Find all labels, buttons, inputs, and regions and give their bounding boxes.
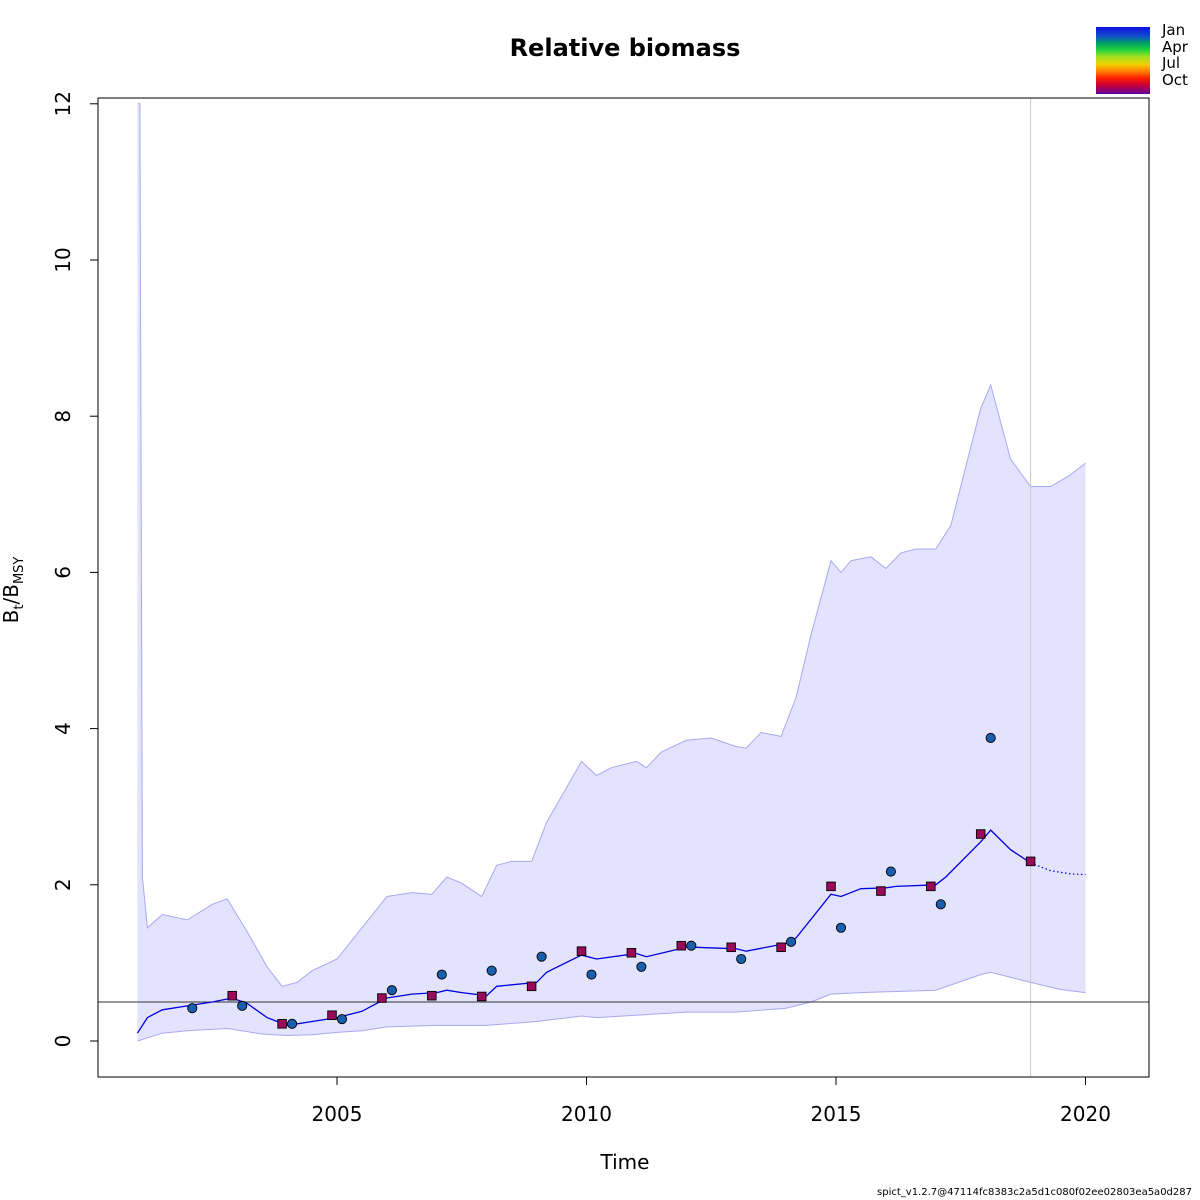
index-square-point xyxy=(576,946,587,956)
y-tick-label: 2 xyxy=(51,878,75,891)
index-square-point xyxy=(975,829,986,839)
index-square-point xyxy=(1025,856,1036,867)
index-square-point xyxy=(277,1019,287,1029)
index-square-point xyxy=(427,990,437,1001)
x-tick-label: 2010 xyxy=(561,1102,612,1126)
index-square-point xyxy=(826,881,836,892)
index-square-point xyxy=(876,886,886,896)
index-circle-point xyxy=(736,953,747,965)
index-square-point xyxy=(726,942,736,953)
y-tick-label: 6 xyxy=(51,566,75,579)
index-circle-point xyxy=(436,969,447,980)
y-tick-label: 4 xyxy=(51,722,75,735)
index-square-point xyxy=(227,990,237,1001)
index-circle-point xyxy=(835,922,847,933)
index-square-point xyxy=(526,981,537,992)
y-axis-label: Bt/BMSY xyxy=(0,556,27,624)
index-circle-point xyxy=(287,1018,298,1029)
index-circle-point xyxy=(486,965,497,976)
y-tick-label: 0 xyxy=(51,1035,75,1048)
index-square-point xyxy=(926,881,936,892)
y-tick-label: 10 xyxy=(51,247,75,272)
ci-lower-line xyxy=(137,971,1086,1042)
x-tick-label: 2020 xyxy=(1060,1102,1111,1126)
legend-label-jan: Jan xyxy=(1162,21,1186,39)
y-tick-label: 12 xyxy=(51,91,75,116)
legend-label-oct: Oct xyxy=(1162,71,1188,89)
index-circle-point xyxy=(386,985,397,996)
legend-color-bar xyxy=(1096,27,1150,94)
index-square-point xyxy=(377,993,387,1003)
y-tick-label: 8 xyxy=(51,410,75,423)
index-circle-point xyxy=(187,1003,198,1014)
index-circle-point xyxy=(237,1000,248,1011)
legend-label-apr: Apr xyxy=(1162,38,1188,56)
ci-upper-line xyxy=(137,103,1086,987)
biomass-prediction-line xyxy=(1030,862,1086,876)
index-circle-point xyxy=(985,732,996,744)
index-circle-point xyxy=(935,899,946,910)
legend-label-jul: Jul xyxy=(1162,54,1181,72)
index-square-point xyxy=(327,1010,337,1020)
confidence-band xyxy=(137,103,1086,1042)
index-circle-point xyxy=(885,866,896,877)
x-tick-label: 2015 xyxy=(811,1102,862,1126)
index-square-point xyxy=(676,940,687,951)
index-square-point xyxy=(626,947,637,958)
x-tick-label: 2005 xyxy=(312,1102,363,1126)
index-square-point xyxy=(476,991,487,1002)
index-circle-point xyxy=(586,969,597,980)
index-circle-point xyxy=(686,940,697,951)
index-circle-point xyxy=(336,1014,348,1025)
index-circle-point xyxy=(536,951,547,962)
index-square-point xyxy=(776,942,786,953)
biomass-estimate-line xyxy=(136,829,1031,1034)
chart-title: Relative biomass xyxy=(509,34,741,62)
index-circle-point xyxy=(786,936,797,947)
version-footer: spict_v1.2.7@47114fc8383c2a5d1c080f02ee0… xyxy=(877,1187,1192,1198)
index-circle-point xyxy=(636,961,647,972)
x-axis-label: Time xyxy=(600,1150,650,1174)
